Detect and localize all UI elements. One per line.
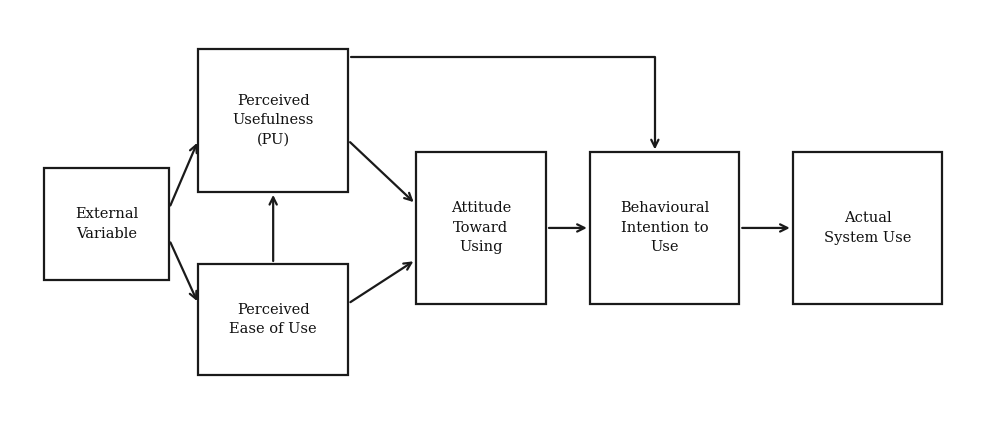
Bar <box>416 152 546 304</box>
Text: Behavioural
Intention to
Use: Behavioural Intention to Use <box>620 201 709 254</box>
Bar <box>198 49 348 192</box>
Text: Perceived
Ease of Use: Perceived Ease of Use <box>230 303 317 336</box>
Text: Actual
System Use: Actual System Use <box>823 211 911 245</box>
Bar <box>793 152 943 304</box>
Bar <box>43 168 170 280</box>
Text: Attitude
Toward
Using: Attitude Toward Using <box>451 201 511 254</box>
Bar <box>590 152 740 304</box>
Text: External
Variable: External Variable <box>75 207 138 241</box>
Bar <box>198 264 348 375</box>
Text: Perceived
Usefulness
(PU): Perceived Usefulness (PU) <box>233 94 314 147</box>
